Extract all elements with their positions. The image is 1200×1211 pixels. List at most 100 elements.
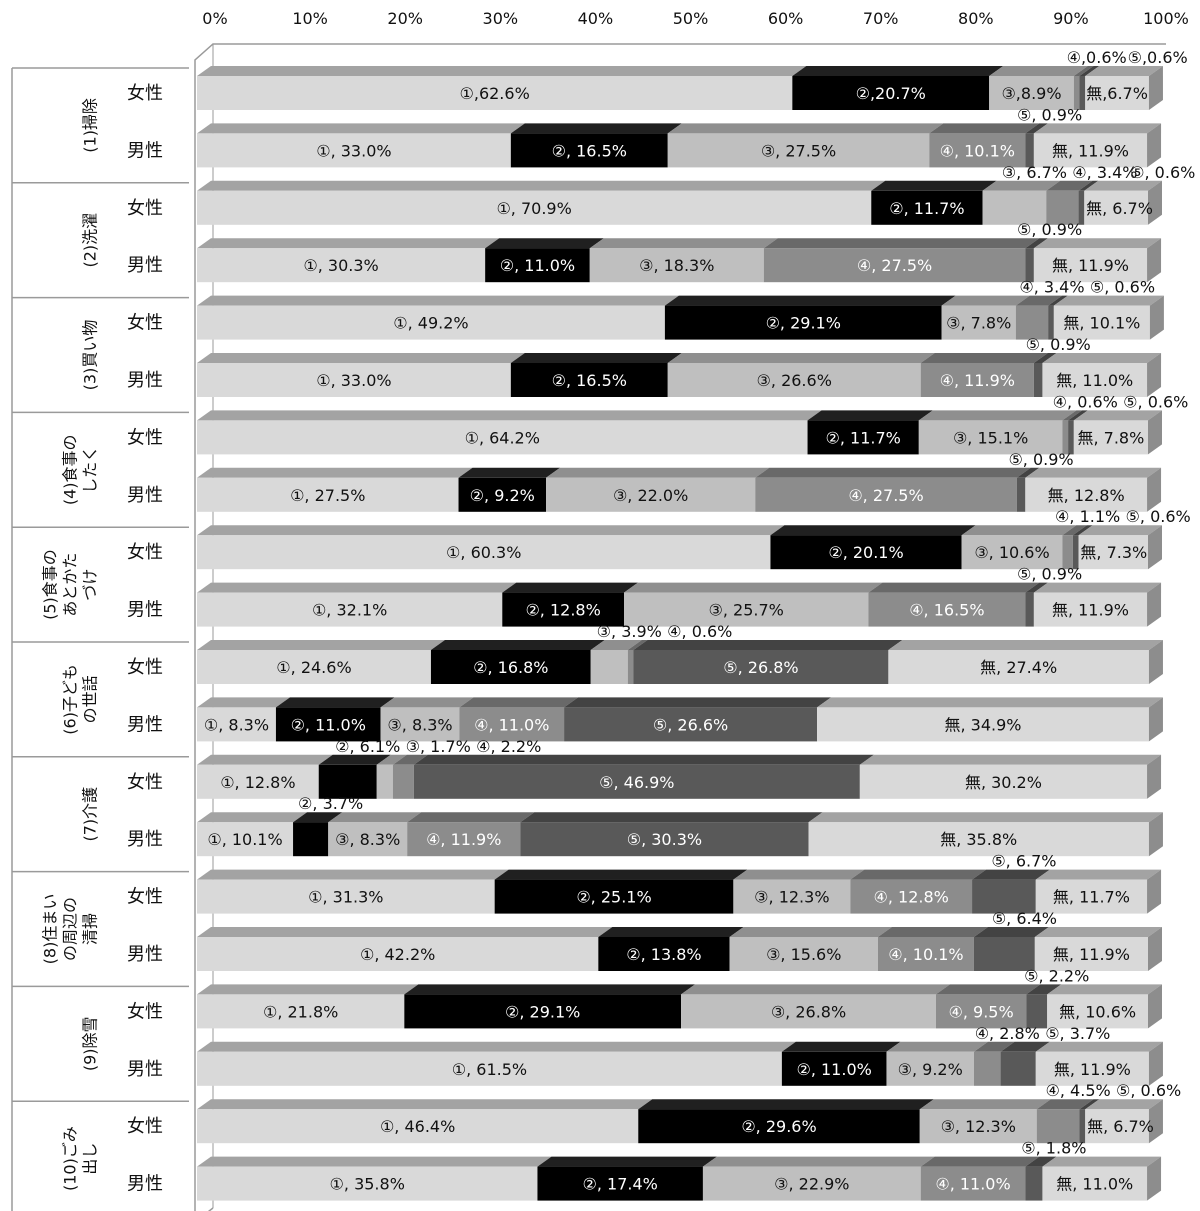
bar-segment-top xyxy=(197,812,308,823)
category-label: (7)介護 xyxy=(81,787,100,842)
category-label: (1)掃除 xyxy=(81,98,100,153)
data-label: ①, 10.1% xyxy=(207,830,282,849)
bar-segment xyxy=(1034,937,1148,971)
bar-segment-top xyxy=(502,582,638,593)
bar-segment xyxy=(1062,535,1073,570)
data-label: ②, 11.7% xyxy=(826,428,901,447)
bar-segment-top xyxy=(989,66,1088,76)
bar-row xyxy=(197,1041,1163,1086)
bar-segment xyxy=(807,420,919,455)
bar-segment-top xyxy=(702,1156,935,1167)
bar-segment xyxy=(733,879,851,914)
bar-side xyxy=(1148,1041,1163,1086)
bar-segment-top xyxy=(792,66,1004,76)
bar-segment-top xyxy=(941,295,1030,306)
data-label: ②, 20.1% xyxy=(828,543,903,562)
data-label: ③, 9.2% xyxy=(898,1060,963,1079)
bar-segment xyxy=(1062,420,1069,455)
data-label: ③, 7.8% xyxy=(946,314,1011,333)
bar-segment xyxy=(1073,420,1148,455)
bar-segment-top xyxy=(510,353,682,363)
data-label: 無,6.7% xyxy=(1086,84,1148,103)
bar-segment xyxy=(407,822,521,857)
bar-segment-top xyxy=(197,1156,552,1167)
bar-row xyxy=(197,467,1162,512)
data-label: ④, 27.5% xyxy=(857,256,932,275)
bar-segment-top xyxy=(197,410,822,421)
data-label: ①, 33.0% xyxy=(316,141,391,160)
bar-segment xyxy=(197,190,872,225)
data-label: ③, 26.8% xyxy=(771,1002,846,1021)
x-tick-label: 100% xyxy=(1143,9,1189,28)
data-label: ④, 10.1% xyxy=(940,141,1015,160)
category-label: (9)除雪 xyxy=(81,1016,100,1071)
bar-segment xyxy=(1025,1166,1043,1201)
bar-segment-top xyxy=(929,123,1040,134)
category-label-line: (4)食事の xyxy=(61,434,80,505)
data-label: ②, 16.8% xyxy=(473,658,548,677)
gender-label: 女性 xyxy=(127,542,163,563)
bar-segment-top xyxy=(1079,1099,1100,1110)
bar-segment xyxy=(1078,535,1148,570)
category-label-line: したく xyxy=(81,446,100,494)
data-label: ③, 25.7% xyxy=(709,601,784,620)
bar-segment-top xyxy=(877,927,988,937)
category-label-line: (2)洗濯 xyxy=(81,213,100,268)
bar-segment xyxy=(729,937,878,971)
bar-segment-top xyxy=(781,1041,901,1052)
bar-segment xyxy=(920,363,1034,397)
gender-label: 男性 xyxy=(127,370,163,391)
bar-segment-top xyxy=(1078,525,1162,536)
bar-segment-top xyxy=(1000,1041,1050,1052)
bar-segment xyxy=(293,822,329,857)
bar-side xyxy=(1148,697,1163,742)
bar-segment xyxy=(1084,190,1148,225)
data-label: ⑤, 26.8% xyxy=(723,658,798,677)
bar-segment xyxy=(638,1109,920,1144)
bar-segment xyxy=(973,1051,1001,1086)
data-label: ①, 60.3% xyxy=(446,543,521,562)
bar-segment xyxy=(458,477,547,512)
bar-segment-top xyxy=(589,238,778,249)
bar-segment xyxy=(502,592,624,627)
bar-segment-top xyxy=(1025,123,1048,134)
data-label: ③, 8.3% xyxy=(387,715,452,734)
data-label: 無, 6.7% xyxy=(1086,199,1153,218)
data-label: ③, 22.0% xyxy=(613,486,688,505)
bar-segment-top xyxy=(197,123,525,134)
bar-side xyxy=(1148,410,1162,455)
data-label: ①, 21.8% xyxy=(263,1002,338,1021)
bar-segment xyxy=(328,822,408,857)
data-label: ③,8.9% xyxy=(1001,84,1061,103)
bar-segment-top xyxy=(1033,582,1162,593)
bar-segment-top xyxy=(380,697,474,708)
bar-segment-top xyxy=(485,238,604,249)
bar-segment-top xyxy=(1025,1156,1057,1167)
category-label: (2)洗濯 xyxy=(81,213,100,268)
bar-segment xyxy=(702,1166,921,1201)
bar-segment xyxy=(1033,133,1148,168)
bar-segment xyxy=(627,650,634,684)
bar-segment-top xyxy=(667,353,935,363)
bar-segment xyxy=(197,994,405,1029)
data-label: ⑤, 1.8% xyxy=(1021,1139,1086,1158)
data-label: ①, 70.9% xyxy=(496,199,571,218)
bar-segment xyxy=(197,650,431,684)
data-label: ⑤, 6.4% xyxy=(992,909,1057,928)
bar-segment xyxy=(664,305,942,340)
category-label-line: (7)介護 xyxy=(81,787,100,842)
bar-segment-top xyxy=(1042,1156,1162,1167)
data-label: ④, 3.4% xyxy=(1072,163,1137,182)
bar-segment xyxy=(459,707,565,742)
bar-side xyxy=(1147,754,1162,799)
bar-segment-top xyxy=(664,295,956,306)
bar-segment-top xyxy=(1085,66,1163,76)
bar-segment xyxy=(430,650,591,684)
bar-segment xyxy=(868,592,1026,627)
gender-label: 女性 xyxy=(127,198,163,219)
gender-label: 男性 xyxy=(127,1174,163,1195)
bar-segment-top xyxy=(1068,410,1088,421)
bar-segment-top xyxy=(1053,295,1164,306)
bar-segment xyxy=(1033,248,1148,283)
x-tick-label: 10% xyxy=(292,9,328,28)
